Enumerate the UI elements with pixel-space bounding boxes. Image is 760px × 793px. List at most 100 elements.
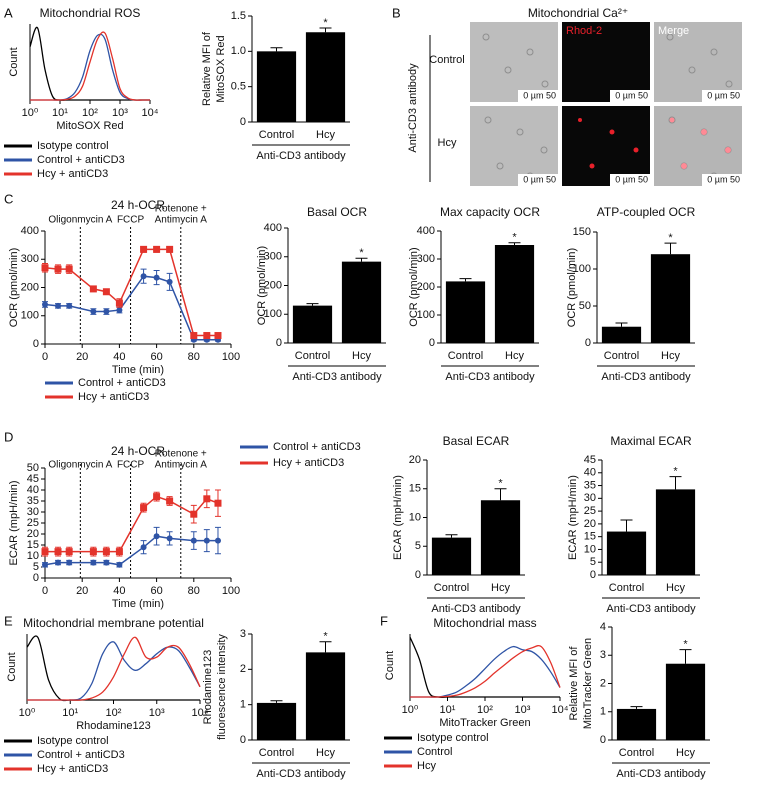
marker bbox=[214, 537, 221, 544]
y-axis-label: ECAR (mpH/min) bbox=[567, 475, 579, 560]
micrograph bbox=[470, 22, 558, 102]
error-bar bbox=[306, 303, 319, 306]
y-tick-label: 3 bbox=[240, 628, 246, 640]
x-tick-label: 40 bbox=[113, 585, 125, 597]
legend-label: Control + antiCD3 bbox=[37, 154, 125, 166]
y-axis-label: ECAR (mpH/min) bbox=[392, 475, 404, 560]
error-bar bbox=[664, 242, 677, 255]
marker bbox=[140, 273, 147, 280]
panel-label: B bbox=[392, 5, 401, 20]
y-tick-label: 50 bbox=[579, 300, 591, 312]
x-tick-label: Control bbox=[259, 129, 294, 141]
y-tick-label: 200 bbox=[264, 279, 282, 291]
legend-label: Isotype control bbox=[417, 732, 489, 744]
column-label: Merge bbox=[658, 25, 689, 37]
x-tick-label: 10⁴ bbox=[192, 707, 209, 719]
row-label: Hcy bbox=[438, 137, 457, 149]
chart-title: Max capacity OCR bbox=[440, 205, 540, 219]
y-tick-label: 15 bbox=[409, 483, 421, 495]
significance: * bbox=[498, 478, 503, 490]
y-tick-label: 2 bbox=[240, 663, 246, 675]
y-tick-label: 150 bbox=[573, 226, 591, 238]
series-line bbox=[29, 26, 150, 101]
y-tick-label: 0 bbox=[33, 338, 39, 350]
x-axis-label: Rhodamine123 bbox=[76, 720, 151, 732]
marker bbox=[115, 299, 123, 307]
y-axis-label: OCR (pmol/min) bbox=[566, 248, 578, 327]
marker bbox=[190, 332, 198, 340]
chart-title: Mitochondrial membrane potential bbox=[23, 616, 204, 630]
bar bbox=[665, 663, 706, 740]
y-tick-label: 0 bbox=[33, 572, 39, 584]
x-axis-label: Time (min) bbox=[112, 364, 164, 376]
marker bbox=[203, 537, 210, 544]
x-tick-label: Control bbox=[609, 582, 644, 594]
error-bar bbox=[459, 278, 472, 282]
y-tick-label: 3 bbox=[600, 649, 606, 661]
marker bbox=[166, 278, 173, 285]
bar bbox=[305, 652, 346, 740]
y-tick-label: 40 bbox=[584, 467, 596, 479]
bar bbox=[431, 537, 472, 575]
y-tick-label: 4 bbox=[600, 621, 606, 633]
y-tick-label: 100 bbox=[21, 310, 39, 322]
scale-label: 0 µm 50 bbox=[707, 174, 740, 184]
marker bbox=[203, 495, 211, 503]
significance: * bbox=[683, 639, 688, 651]
y-tick-label: 2 bbox=[600, 677, 606, 689]
chart-title: 24 h-OCR bbox=[111, 198, 165, 212]
chart-title: Mitochondrial ROS bbox=[40, 6, 141, 20]
y-tick-label: 0 bbox=[276, 337, 282, 349]
bar bbox=[601, 326, 642, 343]
chart-title: Mitochondrial mass bbox=[433, 616, 536, 630]
x-tick-label: 10¹ bbox=[52, 107, 68, 119]
marker bbox=[115, 548, 123, 556]
marker bbox=[153, 274, 160, 281]
panel-label: D bbox=[4, 429, 13, 444]
x-tick-label: 10¹ bbox=[62, 707, 78, 719]
y-tick-label: 50 bbox=[27, 462, 39, 474]
treatment-label: Oligonmycin A bbox=[48, 215, 112, 226]
y-axis-label: MitoSOX Red bbox=[215, 35, 227, 102]
y-tick-label: 1 bbox=[600, 706, 606, 718]
series-line bbox=[26, 635, 200, 702]
micrograph bbox=[562, 106, 650, 186]
y-tick-label: 35 bbox=[584, 479, 596, 491]
chart-title: Basal ECAR bbox=[443, 434, 510, 448]
marker bbox=[153, 533, 160, 540]
series-line bbox=[30, 33, 150, 101]
treatment-label: Oligonmycin A bbox=[48, 460, 112, 471]
marker bbox=[65, 265, 73, 273]
group-label: Anti-CD3 antibody bbox=[256, 768, 346, 780]
error-bar bbox=[620, 519, 633, 532]
significance: * bbox=[673, 466, 678, 478]
marker bbox=[190, 510, 198, 518]
y-tick-label: 1 bbox=[240, 699, 246, 711]
x-tick-label: Hcy bbox=[505, 350, 524, 362]
y-tick-label: 100 bbox=[417, 309, 435, 321]
marker bbox=[55, 559, 62, 566]
marker bbox=[140, 544, 147, 551]
marker bbox=[103, 308, 110, 315]
bar bbox=[655, 489, 696, 575]
marker bbox=[42, 301, 48, 308]
y-tick-label: 1.5 bbox=[231, 10, 246, 22]
x-tick-label: Hcy bbox=[352, 350, 371, 362]
marker bbox=[65, 548, 73, 556]
bar bbox=[616, 708, 657, 740]
x-tick-label: 40 bbox=[113, 351, 125, 363]
significance: * bbox=[323, 17, 328, 29]
x-axis-label: MitoSOX Red bbox=[56, 120, 123, 132]
x-tick-label: 60 bbox=[150, 351, 162, 363]
y-axis-label: fluorescence intensity bbox=[216, 634, 228, 740]
y-tick-label: 400 bbox=[264, 222, 282, 234]
x-tick-label: Hcy bbox=[316, 747, 335, 759]
x-tick-label: 10¹ bbox=[440, 704, 456, 716]
legend-label: Hcy bbox=[417, 760, 436, 772]
x-tick-label: 10⁴ bbox=[552, 704, 569, 716]
y-axis-label: OCR (pmol/min) bbox=[256, 246, 268, 325]
chart-title: 24 h-OCR bbox=[111, 444, 165, 458]
y-axis-label: Count bbox=[384, 651, 396, 680]
x-tick-label: 10³ bbox=[515, 704, 531, 716]
series-line bbox=[30, 31, 150, 101]
